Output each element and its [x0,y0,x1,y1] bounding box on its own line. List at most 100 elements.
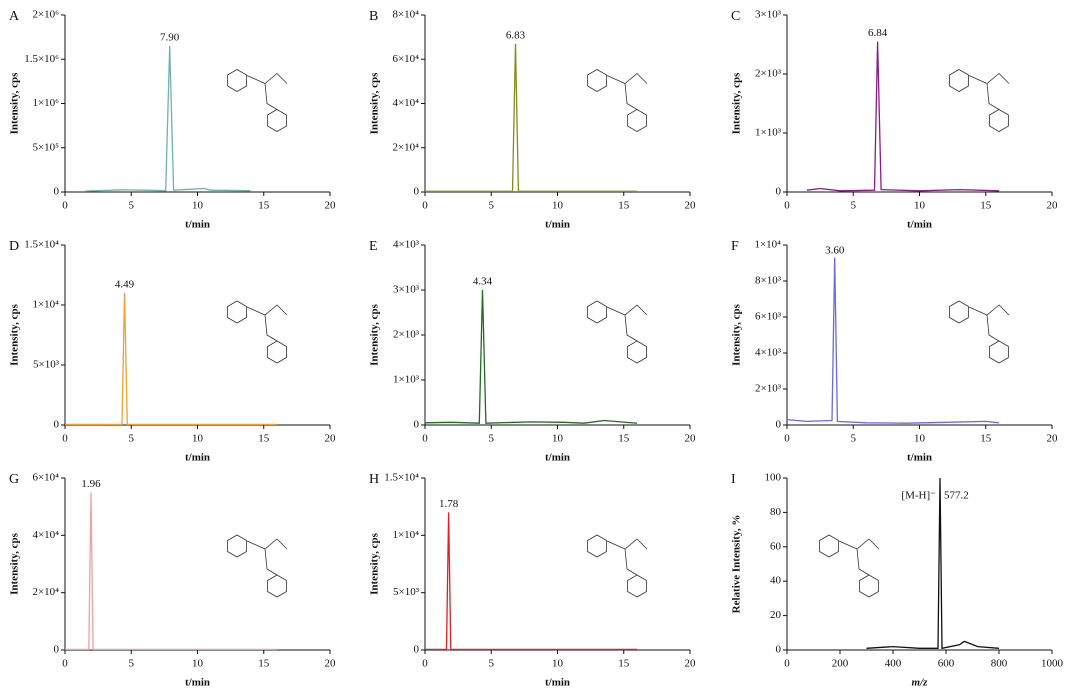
y-axis-label: Intensity, cps [731,303,743,365]
panel-label: F [731,239,739,254]
x-tick-label: 10 [192,200,204,212]
structure-bond [968,304,1010,342]
y-tick-label: 2×10⁴ [32,586,59,598]
peak-label: 1.96 [81,478,101,490]
x-tick-label: 10 [914,200,926,212]
y-tick-label: 1.5×10⁶ [24,53,59,65]
x-tick-label: 15 [618,200,630,212]
y-tick-label: 4×10³ [393,239,420,251]
y-tick-label: 0 [776,186,782,198]
y-tick-label: 3×10³ [393,284,420,296]
y-tick-label: 1×10³ [755,127,782,139]
y-tick-label: 5×10³ [33,359,60,371]
y-tick-label: 1×10⁶ [32,97,59,109]
x-tick-label: 5 [489,658,495,670]
x-axis-label: t/min [545,677,570,689]
y-tick-label: 40 [770,575,782,587]
x-tick-label: 20 [685,658,697,670]
structure-ring [267,574,287,598]
x-tick-label: 15 [980,433,992,445]
data-line [84,45,251,192]
x-tick-label: 10 [192,658,204,670]
x-axis-label: t/min [185,677,210,689]
y-tick-label: 4×10⁴ [32,529,59,541]
x-tick-label: 200 [832,658,849,670]
data-line [786,257,1000,424]
x-axis-label: m/z [912,677,929,689]
y-tick-label: 1×10⁴ [32,299,59,311]
structure-bond [246,538,288,576]
chart-panel: H 0 5×10³ 1×10⁴ 1.5×10⁴ 0 5 10 15 20 t/min Intensit… [369,472,696,689]
chart-panel: A 0 5×10⁵ 1×10⁶ 1.5×10⁶ 2×10⁶ 0 5 10 15 20 t/min Int… [9,9,336,231]
x-tick-label: 600 [938,658,955,670]
structure-ring [949,69,969,92]
panel-label: H [369,472,379,487]
structure-ring [627,574,647,598]
panel-label: I [731,472,736,487]
x-tick-label: 5 [489,433,495,445]
y-tick-label: 5×10⁵ [32,141,59,153]
x-tick-label: 15 [618,658,630,670]
y-tick-label: 4×10³ [755,347,782,359]
structure-ring [989,340,1009,364]
data-line [424,289,638,424]
x-tick-label: 15 [258,433,270,445]
x-tick-label: 0 [422,200,428,212]
structure-ring [949,300,969,324]
structure-bond [606,304,648,342]
y-tick-label: 0 [776,419,782,431]
structure-ring [587,534,607,558]
x-axis-label: t/min [545,219,570,231]
x-tick-label: 800 [991,658,1008,670]
x-tick-label: 5 [129,658,135,670]
x-tick-label: 5 [129,433,135,445]
y-tick-label: 0 [414,644,420,656]
peak-label: 4.49 [115,279,135,291]
y-tick-label: 2×10⁴ [392,141,419,153]
x-tick-label: 15 [258,200,270,212]
y-tick-label: 2×10³ [393,329,420,341]
x-tick-label: 10 [552,658,564,670]
y-tick-label: 1.5×10⁴ [384,472,419,484]
y-tick-label: 6×10⁴ [32,472,59,484]
y-tick-label: 2×10³ [755,383,782,395]
y-tick-label: 1.5×10⁴ [24,239,59,251]
panel-label: C [731,9,740,24]
x-tick-label: 0 [784,658,790,670]
y-tick-label: 8×10⁴ [392,9,419,21]
y-tick-label: 6×10³ [755,311,782,323]
structure-ring [227,534,247,558]
data-line [65,492,277,651]
structure-bond [968,72,1010,110]
x-tick-label: 5 [851,433,857,445]
y-tick-label: 8×10³ [755,275,782,287]
y-axis-label: Relative Intensity, % [731,515,743,614]
x-tick-label: 10 [552,200,564,212]
data-line [425,43,637,192]
y-tick-label: 2×10⁶ [32,9,59,21]
structure-ring [859,574,879,598]
peak-label: 577.2 [944,490,969,502]
y-tick-label: 80 [770,506,782,518]
y-tick-label: 3×10³ [755,9,782,21]
structure-ring [819,534,839,558]
chart-panel: G 0 2×10⁴ 4×10⁴ 6×10⁴ 0 5 10 15 20 t/min Intensity,… [9,472,336,689]
panel-label: E [369,239,378,254]
panel-label: G [9,472,19,487]
x-axis-label: t/min [545,452,570,464]
y-tick-label: 100 [765,472,782,484]
structure-ring [587,300,607,324]
structure-ring [587,69,607,92]
x-tick-label: 10 [552,433,564,445]
y-axis-label: Intensity, cps [9,303,21,365]
y-tick-label: 2×10³ [755,68,782,80]
structure-bond [606,538,648,576]
structure-bond [606,72,648,110]
x-tick-label: 10 [192,433,204,445]
y-tick-label: 60 [770,540,782,552]
chart-panel: B 0 2×10⁴ 4×10⁴ 6×10⁴ 8×10⁴ 0 5 10 15 20 t/min Inten… [369,9,696,231]
x-axis-label: t/min [185,219,210,231]
peak-label: 6.84 [868,27,888,39]
x-tick-label: 0 [784,200,790,212]
structure-ring [989,109,1009,132]
